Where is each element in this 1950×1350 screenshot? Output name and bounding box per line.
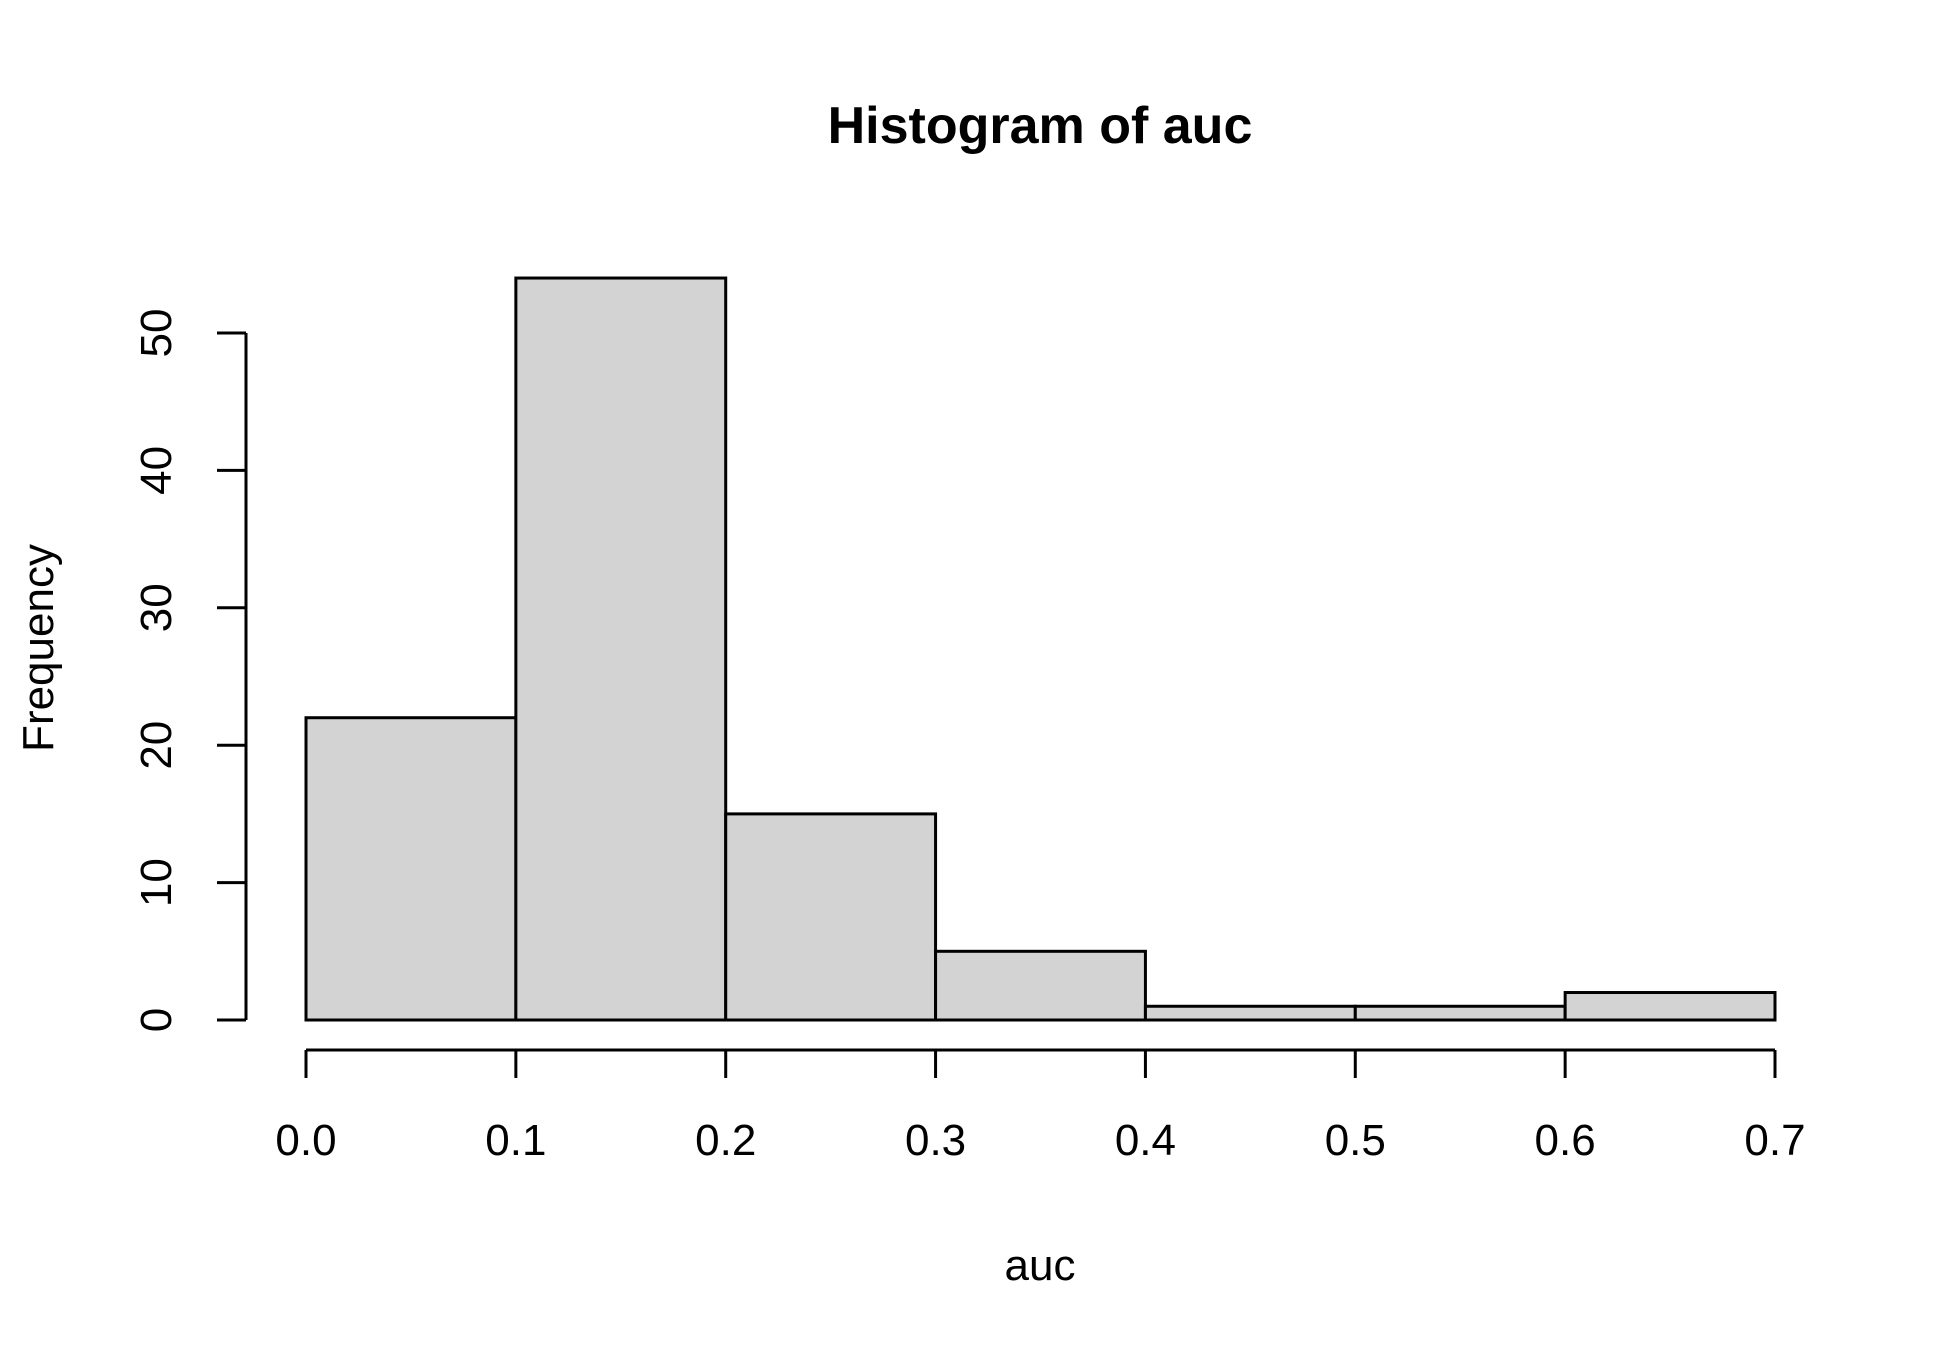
x-axis-label: auc <box>1005 1241 1076 1290</box>
histogram-bar-3 <box>934 949 1147 1022</box>
bars-group <box>304 276 1777 1022</box>
y-tick-label-1: 10 <box>132 858 181 907</box>
x-tick-label-6: 0.6 <box>1535 1116 1596 1165</box>
histogram-bar-0 <box>304 716 518 1022</box>
y-axis-label: Frequency <box>14 544 63 752</box>
histogram-bar-6 <box>1563 991 1777 1022</box>
y-tick-label-4: 40 <box>132 446 181 495</box>
histogram-bar-4 <box>1143 1004 1357 1022</box>
x-tick-label-7: 0.7 <box>1744 1116 1805 1165</box>
chart-title: Histogram of auc <box>828 97 1253 155</box>
y-axis: 0 10 20 30 40 50 <box>132 309 248 1032</box>
y-tick-label-5: 50 <box>132 309 181 358</box>
y-tick-label-0: 0 <box>132 1008 181 1032</box>
x-tick-label-3: 0.3 <box>905 1116 966 1165</box>
histogram-bar-5 <box>1353 1004 1567 1022</box>
x-tick-label-1: 0.1 <box>485 1116 546 1165</box>
histogram-bar-1 <box>514 276 728 1022</box>
histogram-bar-2 <box>724 812 938 1022</box>
x-axis: 0.0 0.1 0.2 0.3 0.4 0.5 0.6 0.7 <box>275 1048 1806 1165</box>
x-tick-label-0: 0.0 <box>275 1116 336 1165</box>
x-tick-label-2: 0.2 <box>695 1116 756 1165</box>
x-tick-label-4: 0.4 <box>1115 1116 1176 1165</box>
y-tick-label-3: 30 <box>132 583 181 632</box>
x-tick-label-5: 0.5 <box>1325 1116 1386 1165</box>
y-tick-label-2: 20 <box>132 721 181 770</box>
